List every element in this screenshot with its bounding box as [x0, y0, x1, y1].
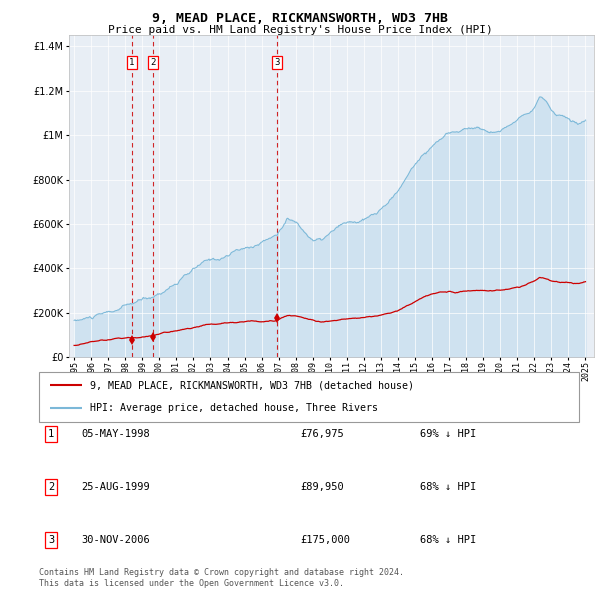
Text: 25-AUG-1999: 25-AUG-1999	[81, 482, 150, 491]
Text: 1: 1	[129, 58, 134, 67]
Text: 9, MEAD PLACE, RICKMANSWORTH, WD3 7HB (detached house): 9, MEAD PLACE, RICKMANSWORTH, WD3 7HB (d…	[90, 380, 415, 390]
Text: 68% ↓ HPI: 68% ↓ HPI	[420, 535, 476, 545]
Text: Price paid vs. HM Land Registry's House Price Index (HPI): Price paid vs. HM Land Registry's House …	[107, 25, 493, 35]
Text: 2: 2	[48, 482, 54, 491]
Text: £175,000: £175,000	[300, 535, 350, 545]
Text: 30-NOV-2006: 30-NOV-2006	[81, 535, 150, 545]
Text: 05-MAY-1998: 05-MAY-1998	[81, 429, 150, 438]
Text: 9, MEAD PLACE, RICKMANSWORTH, WD3 7HB: 9, MEAD PLACE, RICKMANSWORTH, WD3 7HB	[152, 12, 448, 25]
FancyBboxPatch shape	[39, 372, 579, 422]
Text: £89,950: £89,950	[300, 482, 344, 491]
Text: 3: 3	[275, 58, 280, 67]
Text: 2: 2	[151, 58, 156, 67]
Text: HPI: Average price, detached house, Three Rivers: HPI: Average price, detached house, Thre…	[90, 404, 379, 414]
Text: Contains HM Land Registry data © Crown copyright and database right 2024.: Contains HM Land Registry data © Crown c…	[39, 568, 404, 576]
Text: 3: 3	[48, 535, 54, 545]
Text: 68% ↓ HPI: 68% ↓ HPI	[420, 482, 476, 491]
Text: 1: 1	[48, 429, 54, 438]
Text: This data is licensed under the Open Government Licence v3.0.: This data is licensed under the Open Gov…	[39, 579, 344, 588]
Text: £76,975: £76,975	[300, 429, 344, 438]
Text: 69% ↓ HPI: 69% ↓ HPI	[420, 429, 476, 438]
